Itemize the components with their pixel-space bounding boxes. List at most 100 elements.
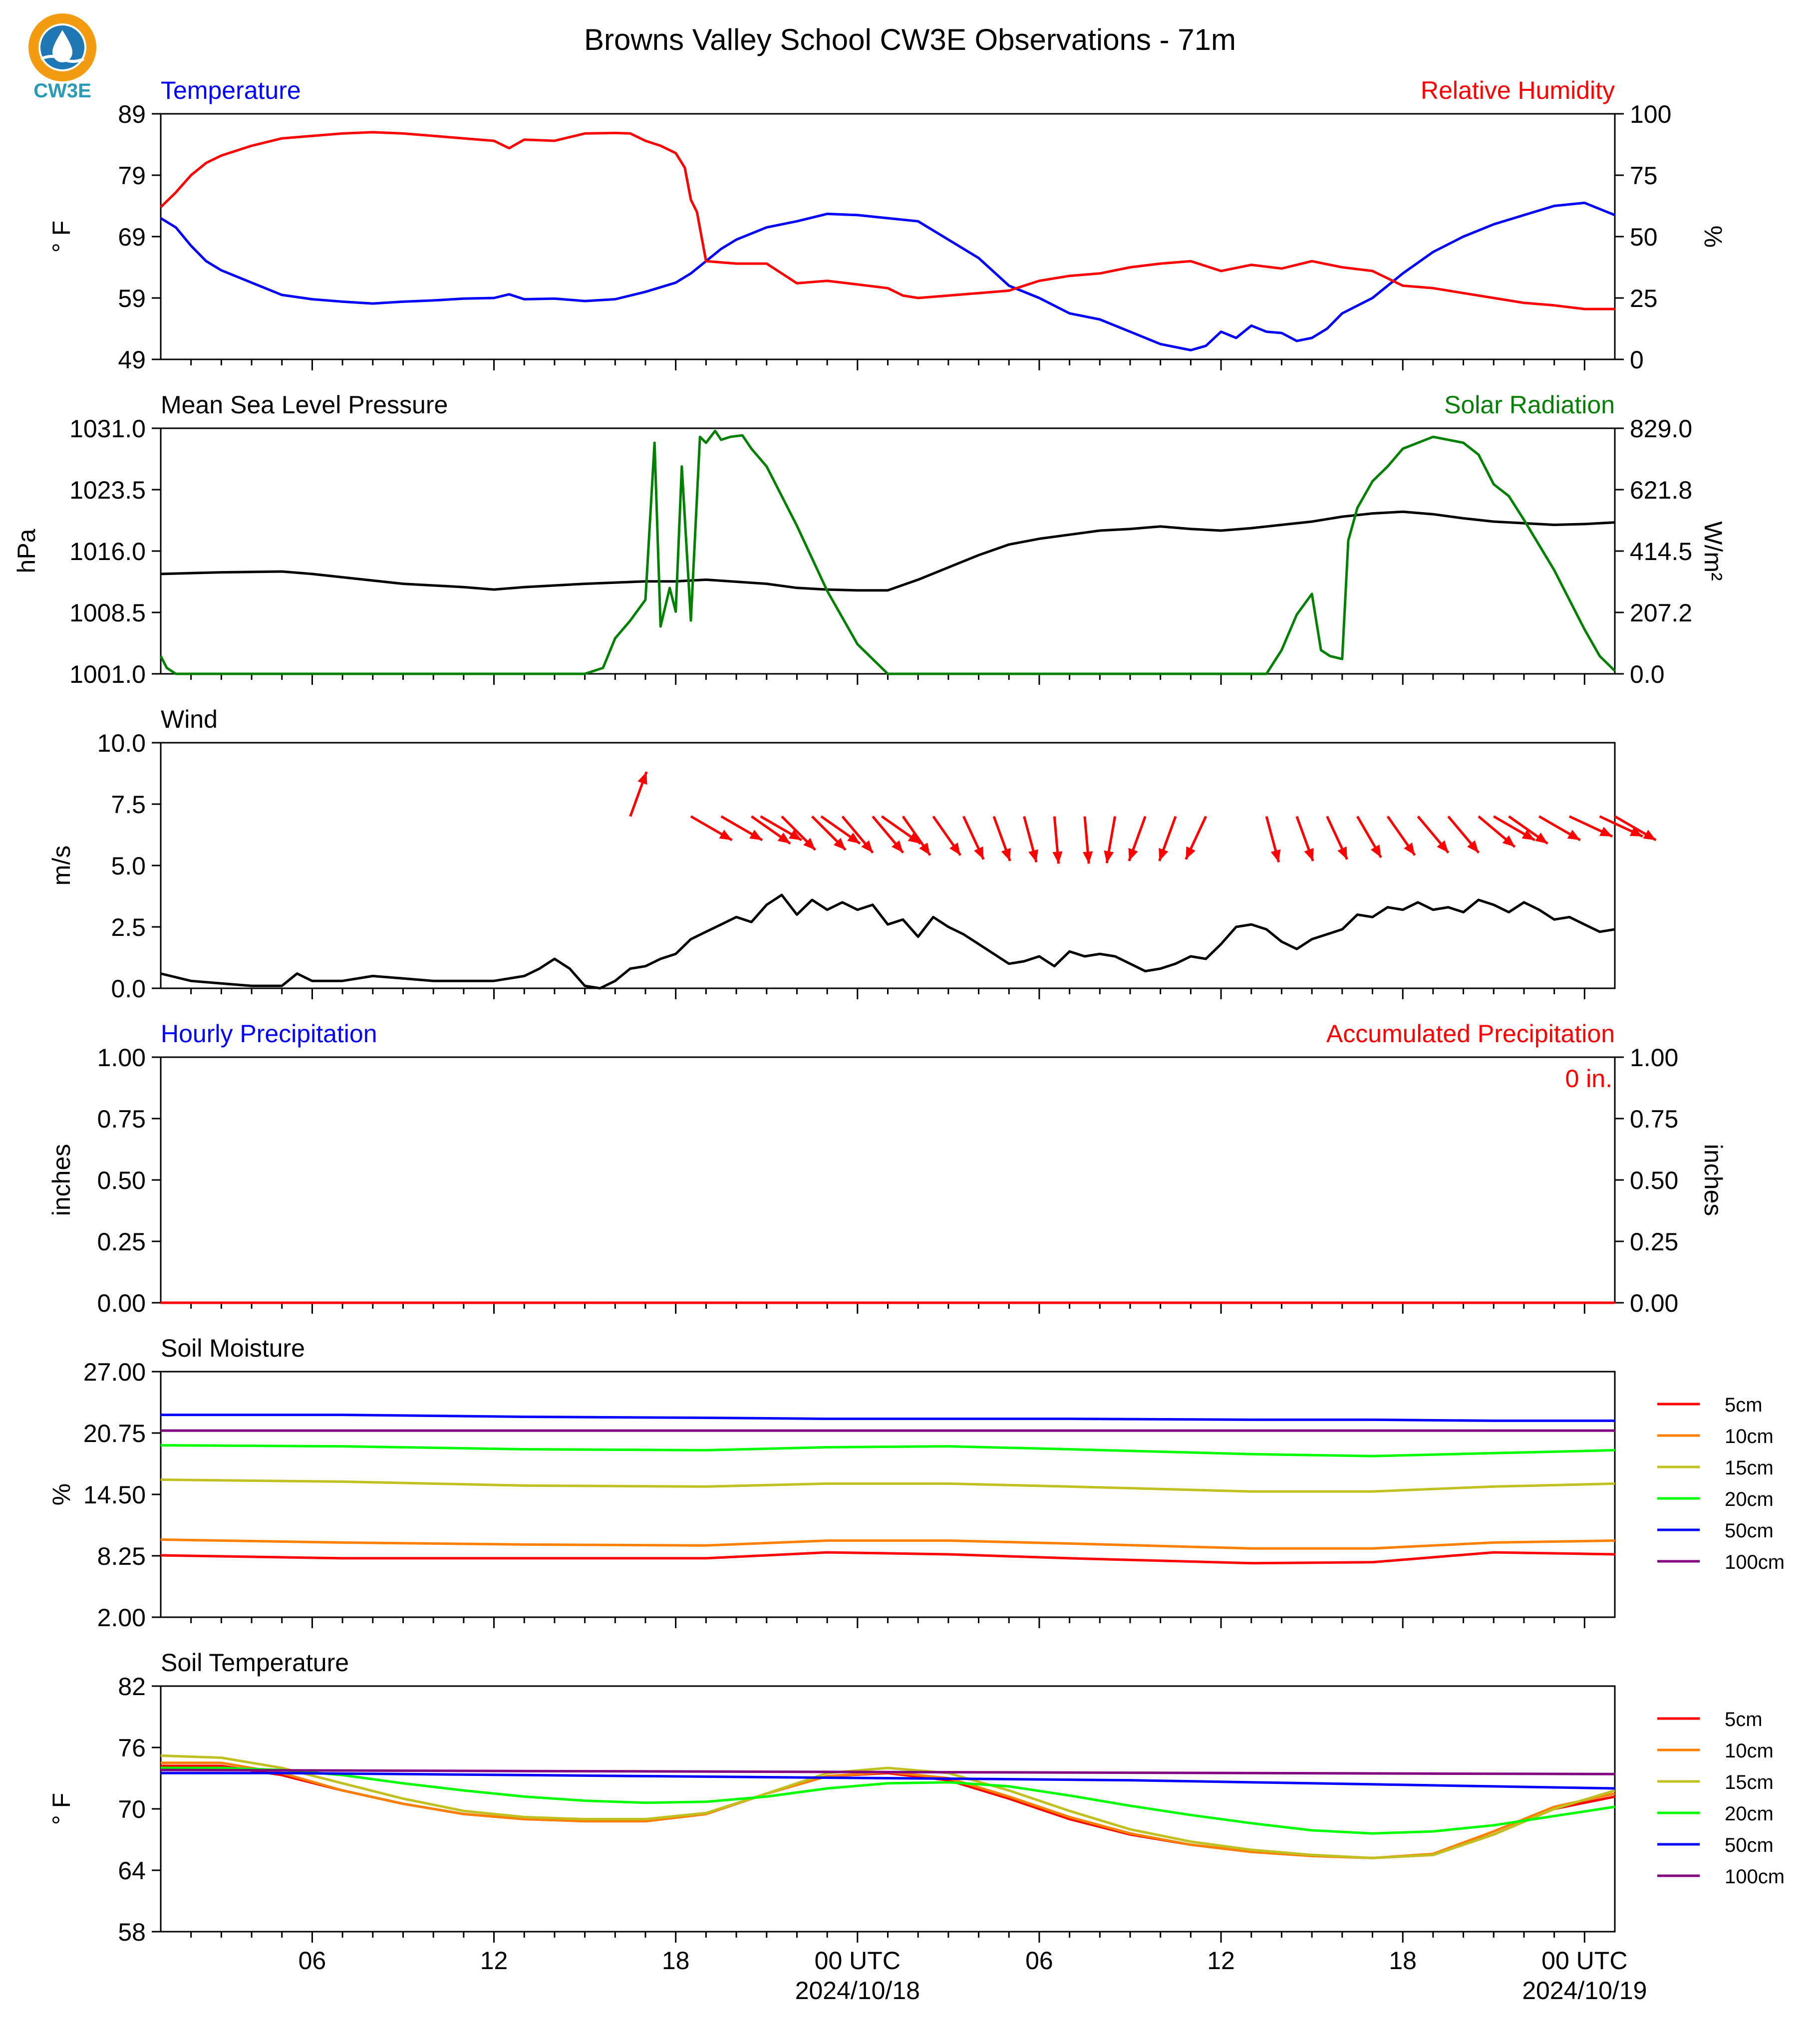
legend-label: 50cm	[1725, 1520, 1774, 1542]
wind-arrow-head	[1052, 851, 1063, 864]
legend-label: 100cm	[1725, 1551, 1785, 1573]
panel-title-right: Solar Radiation	[1444, 391, 1615, 419]
wind-arrow-head	[1304, 848, 1314, 861]
x-tick-label: 18	[662, 1947, 690, 1975]
panel-precipitation: Hourly Precipitation Accumulated Precipit…	[47, 1020, 1727, 1317]
y-tick-label-right: 829.0	[1630, 415, 1692, 443]
y-tick-label-right: 25	[1630, 285, 1658, 312]
y-tick-label-left: 0.25	[97, 1228, 146, 1256]
y-axis-label-left: inches	[47, 1144, 75, 1216]
panel-title-right: Relative Humidity	[1421, 76, 1615, 104]
series-line-mean-sea-level-pressure	[160, 510, 1615, 592]
x-tick-date-label: 2024/10/18	[795, 1977, 920, 2005]
y-tick-label-left: 49	[118, 346, 146, 374]
y-tick-label-left: 1001.0	[69, 660, 146, 688]
series-line-100cm	[160, 1768, 1615, 1775]
panel-title-left: Soil Moisture	[161, 1334, 305, 1362]
wind-arrow-head	[1337, 846, 1347, 860]
panel-temperature_humidity: Temperature Relative Humidity 49 59 69 79 89 0 2…	[47, 76, 1727, 374]
wind-arrow-head	[1567, 830, 1580, 841]
wind-arrow-head	[908, 833, 921, 844]
y-tick-label-left: 1.00	[97, 1044, 146, 1072]
wind-arrow-head	[637, 772, 647, 785]
wind-arrow-head	[847, 833, 860, 844]
series-line-20cm	[161, 1766, 1615, 1835]
y-tick-label-left: 0.50	[97, 1166, 146, 1194]
panel-title-left: Temperature	[161, 76, 301, 104]
series-line-relative-humidity	[160, 131, 1615, 310]
panel-wind: Wind 0.0 2.5 5.0 7.5 10.0 m/s	[47, 705, 1657, 1003]
series-line-wind	[160, 893, 1615, 990]
wind-arrow-head	[892, 840, 904, 853]
wind-arrow-head	[789, 830, 802, 841]
y-tick-label-left: 14.50	[83, 1481, 146, 1509]
wind-arrow-head	[749, 830, 762, 841]
y-tick-label-right: 50	[1630, 223, 1658, 251]
series-line-15cm	[160, 1754, 1615, 1859]
legend-label: 5cm	[1725, 1709, 1763, 1731]
y-tick-label-left: 27.00	[83, 1358, 146, 1386]
panel-title-left: Soil Temperature	[161, 1649, 349, 1677]
y-tick-label-right: 0.0	[1630, 660, 1665, 688]
wind-arrow-head	[719, 830, 732, 841]
y-tick-label-left: 2.00	[97, 1604, 146, 1632]
legend-label: 100cm	[1725, 1866, 1785, 1888]
y-tick-label-left: 1031.0	[69, 415, 146, 443]
panel-frame	[160, 1056, 1616, 1304]
legend-label: 20cm	[1725, 1488, 1774, 1510]
x-tick-label: 00 UTC	[815, 1947, 901, 1975]
series-line-50cm	[161, 1414, 1615, 1422]
x-tick-label: 06	[299, 1947, 326, 1975]
panels-group: Temperature Relative Humidity 49 59 69 79 89 0 2…	[12, 76, 1785, 2005]
wind-arrow-head	[1028, 849, 1038, 863]
y-tick-label-left: 0.0	[111, 975, 146, 1003]
y-tick-label-right: 0.25	[1630, 1228, 1678, 1256]
y-axis-label-left: m/s	[47, 846, 75, 886]
y-tick-label-left: 5.0	[111, 852, 146, 880]
panel-frame	[160, 427, 1616, 675]
panel-frame	[160, 1685, 1616, 1933]
y-tick-label-left: 1016.0	[69, 538, 146, 566]
y-tick-label-left: 8.25	[97, 1542, 146, 1570]
x-tick-label: 06	[1025, 1947, 1053, 1975]
legend-label: 10cm	[1725, 1426, 1774, 1448]
y-tick-label-right: 0.50	[1630, 1166, 1678, 1194]
y-tick-label-right: 0.75	[1630, 1105, 1678, 1133]
wind-arrow-head	[833, 838, 846, 850]
panel-soil_moisture: Soil Moisture 2.00 8.25 14.50 20.75 27.00% 5cm…	[47, 1334, 1785, 1632]
wind-arrow-head	[1502, 835, 1515, 847]
y-axis-label-right: inches	[1699, 1144, 1727, 1216]
legend-label: 5cm	[1725, 1394, 1763, 1416]
wind-arrow-head	[949, 842, 961, 856]
wind-arrow-head	[803, 838, 816, 850]
wind-arrow-head	[1001, 848, 1011, 861]
y-tick-label-right: 414.5	[1630, 538, 1692, 566]
accumulated-total-label: 0 in.	[1565, 1065, 1612, 1093]
y-tick-label-right: 100	[1630, 100, 1671, 128]
x-tick-label: 12	[480, 1947, 508, 1975]
y-tick-label-left: 1023.5	[69, 476, 146, 504]
wind-arrow-head	[974, 846, 984, 860]
y-tick-label-left: 58	[118, 1918, 146, 1946]
panel-frame	[160, 742, 1616, 989]
wind-arrow-head	[1404, 842, 1415, 856]
y-tick-label-right: 621.8	[1630, 476, 1692, 504]
panel-title-right: Accumulated Precipitation	[1326, 1020, 1615, 1048]
wind-arrow-head	[1467, 840, 1479, 853]
y-tick-label-left: 69	[118, 223, 146, 251]
wind-arrow-head	[861, 840, 873, 853]
panel-frame	[160, 113, 1616, 360]
legend-label: 15cm	[1725, 1457, 1774, 1479]
series-line-5cm	[160, 1551, 1615, 1565]
wind-arrow-head	[1629, 827, 1643, 837]
y-tick-label-left: 89	[118, 100, 146, 128]
legend-label: 20cm	[1725, 1803, 1774, 1825]
y-tick-label-left: 70	[118, 1795, 146, 1823]
wind-arrow-head	[777, 833, 791, 844]
panel-title-left: Wind	[161, 705, 218, 733]
panel-title-left: Mean Sea Level Pressure	[161, 391, 448, 419]
y-tick-label-left: 10.0	[97, 729, 146, 757]
y-tick-label-left: 0.00	[97, 1289, 146, 1317]
wind-arrow-head	[1599, 827, 1613, 837]
